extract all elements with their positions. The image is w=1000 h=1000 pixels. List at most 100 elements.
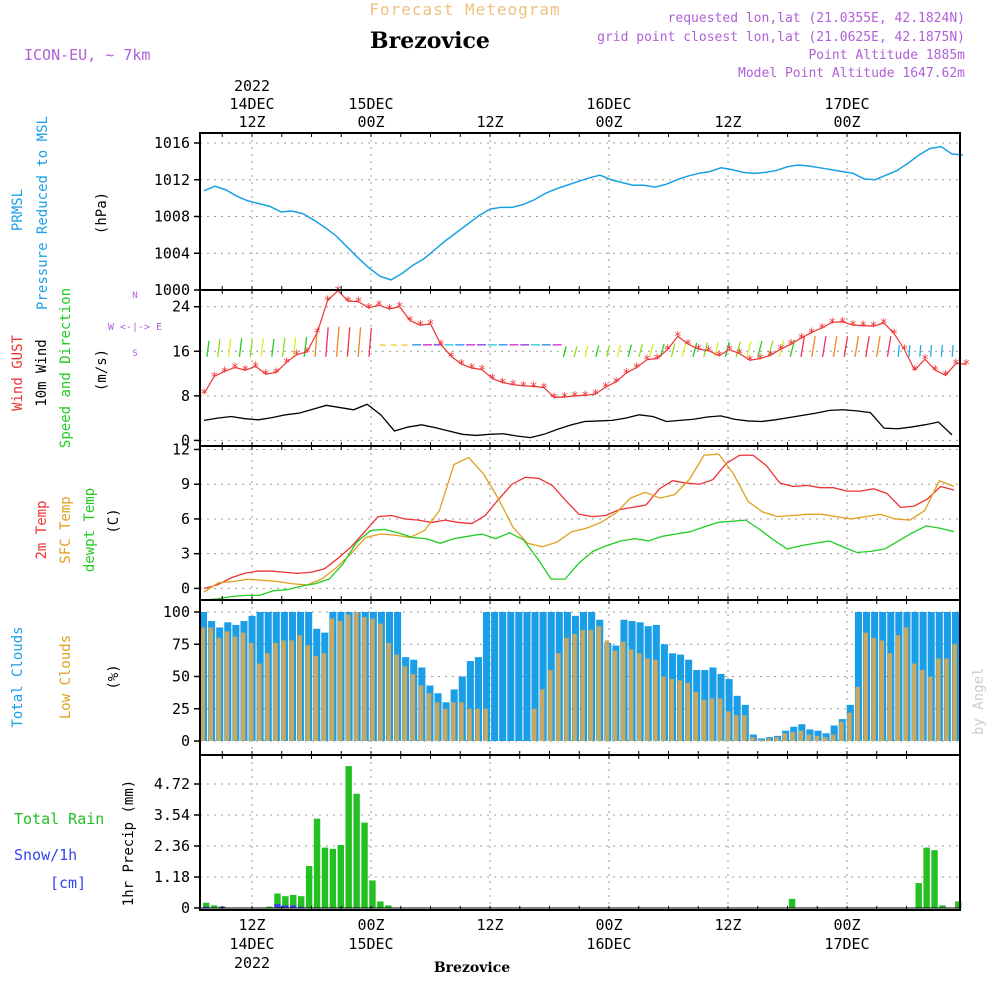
gust-marker: * (643, 354, 651, 369)
gust-marker: * (324, 295, 332, 310)
info-line-1: grid point closest lon,lat (21.0625E, 42… (597, 30, 965, 45)
rain-bar (361, 822, 368, 908)
ylabel-low-clouds: Low Clouds (58, 635, 74, 719)
compass-north: N (132, 291, 137, 301)
low-cloud-bar (612, 650, 618, 741)
low-cloud-bar (669, 679, 674, 741)
gust-marker: * (427, 318, 435, 333)
sfc-temp-line (203, 453, 955, 593)
location-title: Brezovice (370, 28, 490, 54)
top-time-tick-label: 12Z (714, 113, 741, 131)
top-time-tick-label: 12Z (238, 113, 265, 131)
gust-marker: * (447, 350, 455, 365)
wind10m-line (203, 403, 953, 439)
low-cloud-bar (629, 649, 634, 741)
wind-direction-arrow (757, 340, 763, 358)
gust-marker: * (499, 376, 507, 391)
total-cloud-bar (725, 679, 733, 741)
bottom-time-tick-label: 00Z (595, 916, 622, 934)
gust-marker: * (385, 303, 393, 318)
low-cloud-bar (346, 614, 351, 741)
wind-direction-arrow (929, 344, 933, 357)
ylabel-clouds-unit: (%) (106, 664, 122, 689)
gust-marker: * (777, 343, 785, 358)
low-cloud-bar (265, 653, 270, 741)
total-cloud-bar (507, 612, 515, 741)
panel-wind: ** * * * ** *** ***** * * * * ** * **** * ** * * * * ** * * * * *… (200, 285, 970, 439)
gust-marker: * (231, 361, 239, 376)
wind-direction-arrow (919, 344, 922, 357)
bottom-time-tick-label: 00Z (833, 916, 860, 934)
ylabel-gust: Wind GUST (10, 335, 26, 411)
gust-marker: * (509, 379, 517, 394)
total-cloud-bar (474, 657, 482, 741)
low-cloud-bar (920, 670, 925, 741)
rain-bar (923, 847, 930, 908)
top-time-tick-label: 15DEC (348, 95, 393, 113)
wind-direction-arrow (562, 346, 567, 358)
panel-clouds (200, 612, 959, 741)
wind-direction-arrow (746, 341, 752, 358)
wind-direction-arrow (206, 340, 210, 357)
gust-marker: * (756, 353, 764, 368)
gust-marker: * (818, 322, 826, 337)
wind-direction-arrow (832, 336, 838, 357)
low-cloud-bar (329, 618, 335, 741)
low-cloud-bar (200, 627, 205, 741)
gust-marker: * (653, 353, 661, 368)
gust-marker: * (952, 358, 960, 373)
wind-direction-arrow (584, 345, 589, 358)
low-cloud-bar (750, 737, 755, 741)
top-time-tick-label: 2022 (234, 77, 270, 95)
y-tick-label: 8 (181, 387, 190, 405)
rain-bar (788, 898, 796, 908)
rain-bar (313, 818, 321, 908)
bottom-time-tick-label: 00Z (357, 916, 384, 934)
gust-marker: * (468, 362, 476, 377)
gust-marker: * (478, 364, 486, 379)
rain-bar (266, 906, 273, 908)
y-tick-label: 100 (163, 603, 190, 621)
ylabel-precip: 1hr Precip (mm) (121, 780, 137, 906)
gust-marker: * (200, 388, 208, 403)
temp2m-line (203, 454, 955, 590)
gust-marker: * (767, 349, 775, 364)
low-cloud-bar (661, 676, 666, 741)
snow-bar (282, 905, 289, 908)
snow-bar (298, 906, 305, 908)
y-tick-label: 12 (172, 440, 190, 458)
low-cloud-bar (717, 698, 723, 741)
low-cloud-bar (208, 627, 214, 741)
gust-marker: * (406, 315, 414, 330)
rain-bar (931, 850, 938, 908)
low-cloud-bar (871, 637, 877, 741)
low-cloud-bar (936, 658, 941, 741)
rain-bar (915, 883, 922, 908)
low-cloud-bar (289, 640, 294, 741)
gust-marker: * (931, 364, 939, 379)
low-cloud-bar (297, 635, 302, 741)
total-cloud-bar (491, 612, 499, 741)
data-layer: ** * * * ** *** ***** * * * * ** * **** * ** * * * * ** * * * * *… (200, 145, 970, 909)
y-tick-label: 16 (172, 342, 190, 360)
low-cloud-bar (726, 711, 731, 741)
wind-direction-arrow (357, 327, 362, 357)
gust-marker: * (262, 368, 270, 383)
low-cloud-bar (402, 666, 408, 741)
low-cloud-bar (580, 630, 585, 741)
low-cloud-bar (766, 738, 771, 741)
wind-direction-arrow (649, 343, 654, 358)
y-tick-label: 3.54 (154, 806, 190, 824)
low-cloud-bar (637, 653, 642, 741)
low-cloud-bar (475, 708, 480, 741)
gust-marker: * (694, 343, 702, 358)
gust-marker: * (602, 381, 610, 396)
gust-marker: * (962, 358, 970, 373)
y-tick-label: 1012 (154, 171, 190, 189)
low-cloud-bar (443, 708, 448, 741)
panel-pressure (203, 145, 964, 281)
low-cloud-bar (928, 676, 933, 741)
low-cloud-bar (903, 627, 909, 741)
gust-marker: * (715, 350, 723, 365)
